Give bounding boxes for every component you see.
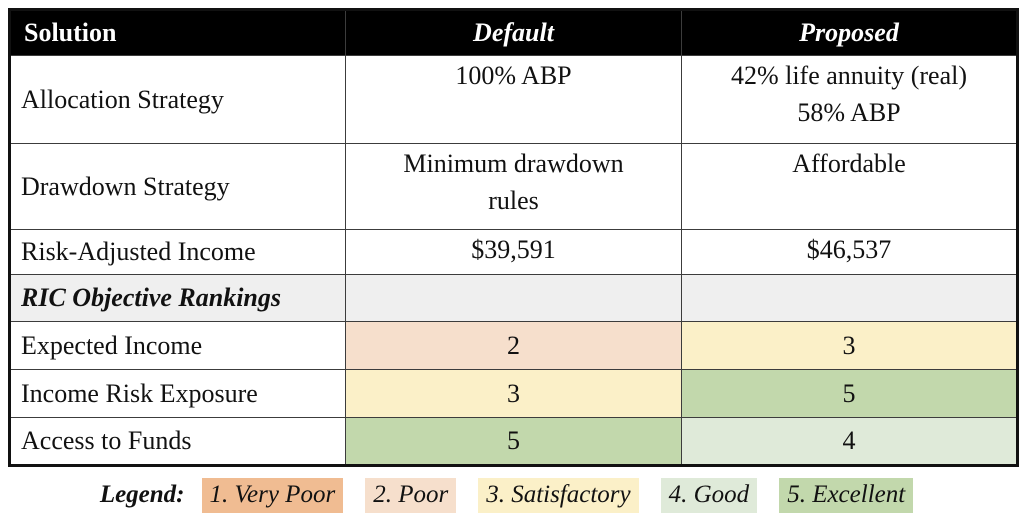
legend-item-excellent: 5. Excellent [779, 478, 914, 513]
income-risk-proposed-rank: 5 [681, 369, 1018, 418]
section-empty-cell [681, 274, 1018, 322]
legend-item-poor: 2. Poor [365, 478, 457, 513]
legend-item-very-poor: 1. Very Poor [201, 478, 344, 513]
legend: Legend: 1. Very Poor 2. Poor 3. Satisfactor… [8, 478, 1016, 513]
income-proposed-value: $46,537 [681, 229, 1018, 275]
income-default-value: $39,591 [345, 229, 682, 275]
section-empty-cell [345, 274, 682, 322]
comparison-table: Solution Default Proposed Allocation Str… [8, 8, 1019, 467]
row-label: Allocation Strategy [9, 55, 346, 144]
header-proposed: Proposed [681, 9, 1018, 56]
header-solution: Solution [9, 9, 346, 56]
drawdown-default-value: Minimum drawdown rules [345, 143, 682, 230]
allocation-proposed-value: 42% life annuity (real) 58% ABP [681, 55, 1018, 144]
legend-item-satisfactory: 3. Satisfactory [478, 478, 639, 513]
table-row-income-risk-exposure: Income Risk Exposure 3 5 [9, 369, 1018, 418]
row-label: Access to Funds [9, 417, 346, 466]
table-row-allocation-strategy: Allocation Strategy 100% ABP 42% life an… [9, 55, 1018, 144]
table-row-risk-adjusted-income: Risk-Adjusted Income $39,591 $46,537 [9, 229, 1018, 275]
allocation-default-value: 100% ABP [345, 55, 682, 144]
expected-income-proposed-rank: 3 [681, 321, 1018, 370]
legend-item-good: 4. Good [660, 478, 758, 513]
table-row-expected-income: Expected Income 2 3 [9, 321, 1018, 370]
income-risk-default-rank: 3 [345, 369, 682, 418]
expected-income-default-rank: 2 [345, 321, 682, 370]
drawdown-proposed-value: Affordable [681, 143, 1018, 230]
row-label: Expected Income [9, 321, 346, 370]
table-row-access-to-funds: Access to Funds 5 4 [9, 417, 1018, 466]
row-label: Risk-Adjusted Income [9, 229, 346, 275]
table-row-drawdown-strategy: Drawdown Strategy Minimum drawdown rules… [9, 143, 1018, 230]
access-funds-proposed-rank: 4 [681, 417, 1018, 466]
header-row: Solution Default Proposed [9, 9, 1018, 56]
row-label: Drawdown Strategy [9, 143, 346, 230]
row-label: Income Risk Exposure [9, 369, 346, 418]
legend-title: Legend: [99, 481, 185, 508]
table-row-section-rankings: RIC Objective Rankings [9, 274, 1018, 322]
access-funds-default-rank: 5 [345, 417, 682, 466]
section-title: RIC Objective Rankings [9, 274, 346, 322]
header-default: Default [345, 9, 682, 56]
